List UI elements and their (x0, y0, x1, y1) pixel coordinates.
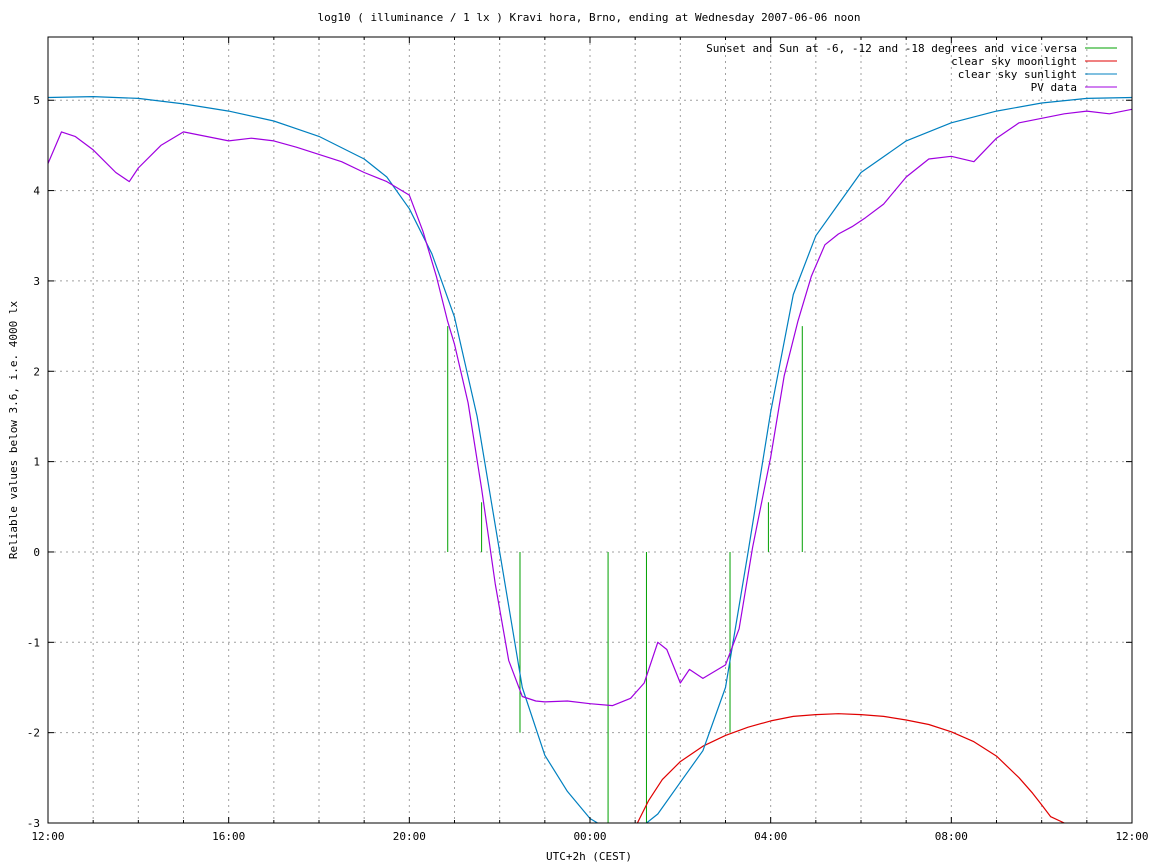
y-tick-label: 2 (33, 365, 40, 378)
x-tick-label: 16:00 (212, 830, 245, 843)
x-tick-label: 00:00 (573, 830, 606, 843)
legend-label: clear sky moonlight (951, 55, 1077, 68)
x-tick-label: 08:00 (935, 830, 968, 843)
legend-label: clear sky sunlight (958, 68, 1077, 81)
y-tick-label: -2 (27, 727, 40, 740)
x-tick-label: 04:00 (754, 830, 787, 843)
clear-sky-moonlight-line (636, 713, 1065, 823)
x-tick-label: 20:00 (393, 830, 426, 843)
y-tick-label: 4 (33, 185, 40, 198)
y-tick-label: 3 (33, 275, 40, 288)
grid (48, 37, 1132, 823)
x-tick-label: 12:00 (1115, 830, 1148, 843)
y-tick-label: 0 (33, 546, 40, 559)
chart-title: log10 ( illuminance / 1 lx ) Kravi hora,… (317, 11, 860, 24)
series-clip-group (48, 95, 1132, 823)
y-tick-label: 1 (33, 456, 40, 469)
ticks: 12:00 16:00 20:00 00:00 04:00 08:00 12:00 5 4 3 2 1… (27, 37, 1149, 843)
legend-label: Sunset and Sun at -6, -12 and -18 degree… (706, 42, 1077, 55)
y-tick-label: -3 (27, 817, 40, 830)
clear-sky-sunlight-line (48, 95, 1132, 823)
y-axis-label: Reliable values below 3.6, i.e. 4000 lx (7, 300, 20, 559)
y-tick-label: -1 (27, 636, 40, 649)
pv-data-line (48, 108, 1132, 707)
legend-label: PV data (1031, 81, 1077, 94)
series-layer (48, 95, 1132, 823)
legend: Sunset and Sun at -6, -12 and -18 degree… (706, 42, 1117, 94)
x-axis-label: UTC+2h (CEST) (546, 850, 632, 863)
y-tick-label: 5 (33, 94, 40, 107)
x-tick-label: 12:00 (31, 830, 64, 843)
